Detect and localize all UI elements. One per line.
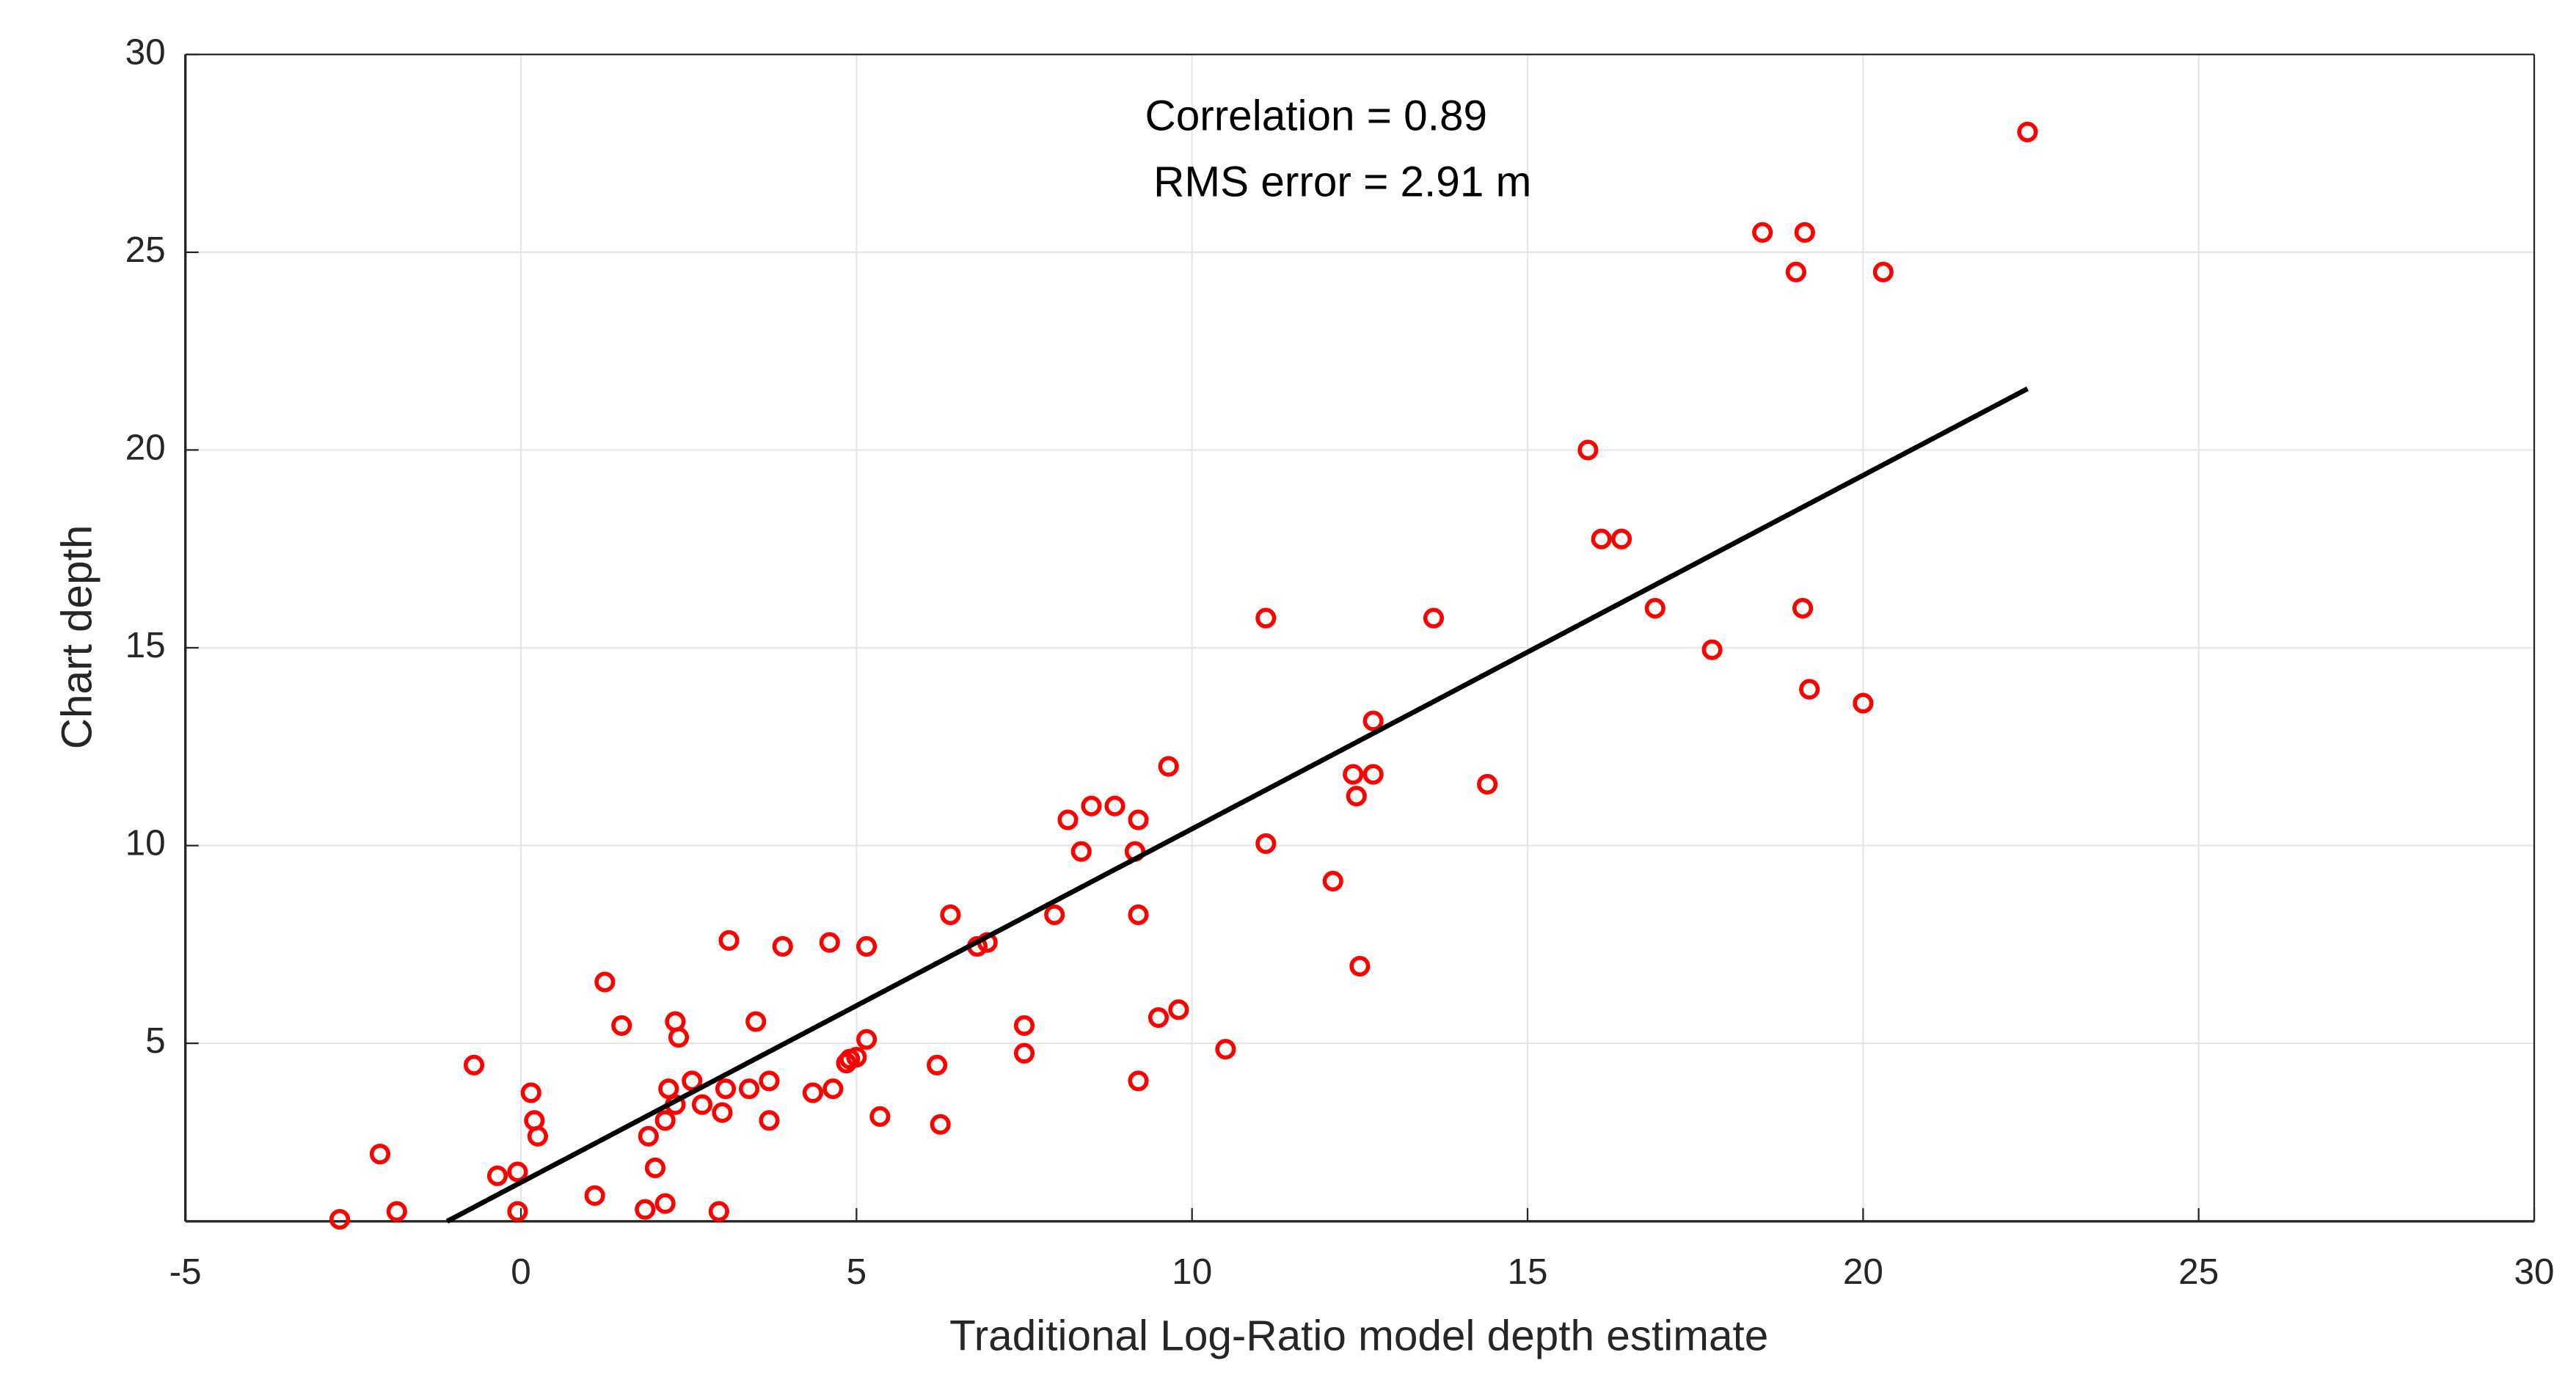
x-tick-label: 25 (2178, 1252, 2219, 1292)
scatter-point (1577, 439, 1599, 461)
scatter-point (665, 1011, 686, 1032)
scatter-point (691, 1094, 713, 1115)
scatter-point (644, 1157, 666, 1179)
annotation: Correlation = 0.89 (1145, 92, 1487, 140)
scatter-point (654, 1110, 676, 1131)
scatter-point (846, 1046, 867, 1068)
scatter-point (1013, 1015, 1035, 1036)
scatter-point (802, 1082, 823, 1103)
x-axis-label: Traditional Log-Ratio model depth estima… (949, 1312, 1768, 1359)
scatter-point (1477, 773, 1498, 795)
scatter-point (1013, 1042, 1035, 1064)
y-tick-label: 10 (125, 823, 166, 863)
scatter-point (1872, 261, 1894, 282)
scatter-point (1128, 1070, 1149, 1092)
x-tick-label: 20 (1843, 1252, 1883, 1292)
scatter-point (1701, 639, 1723, 660)
scatter-point (1799, 679, 1820, 700)
annotation: RMS error = 2.91 m (1153, 158, 1531, 206)
scatter-point (715, 1078, 737, 1100)
scatter-point (1070, 841, 1092, 862)
y-tick-label: 30 (125, 32, 166, 72)
scatter-point (1785, 261, 1806, 282)
scatter-point (1423, 607, 1445, 629)
scatter-point (654, 1193, 676, 1214)
scatter-point (329, 1209, 351, 1230)
scatter-point (486, 1165, 508, 1186)
scatter-point (584, 1185, 605, 1206)
scatter-point (759, 1070, 780, 1092)
scatter-point (1362, 764, 1384, 785)
x-tick-label: 0 (511, 1252, 531, 1292)
scatter-point (2017, 121, 2038, 142)
scatter-point (759, 1110, 780, 1131)
scatter-point (1792, 598, 1814, 619)
y-tick-label: 20 (125, 427, 166, 467)
scatter-point (1794, 222, 1815, 243)
scatter-point (1128, 904, 1149, 925)
fit-line (445, 386, 2029, 1224)
scatter-point (1644, 598, 1665, 619)
x-tick-label: 5 (847, 1252, 867, 1292)
scatter-point (940, 904, 961, 925)
scatter-point (386, 1201, 407, 1222)
scatter-point (1147, 1007, 1170, 1029)
scatter-point (822, 1078, 844, 1100)
scatter-point (524, 1110, 545, 1131)
scatter-point (1611, 528, 1632, 549)
scatter-point (772, 935, 793, 957)
scatter-point (1752, 222, 1773, 243)
scatter-point (1853, 693, 1874, 714)
scatter-point (708, 1201, 729, 1222)
x-tick-label: 30 (2514, 1252, 2555, 1292)
scatter-point (668, 1027, 690, 1048)
scatter-point (611, 1015, 632, 1036)
scatter-point (1255, 833, 1277, 854)
y-tick-label: 5 (145, 1020, 166, 1061)
scatter-point (856, 935, 877, 957)
scatter-point (869, 1106, 891, 1127)
scatter-point (819, 932, 840, 953)
scatter-point (507, 1201, 528, 1222)
scatter-point (594, 971, 616, 993)
scatter-point (1591, 528, 1612, 549)
scatter-point (1057, 809, 1079, 830)
x-tick-label: 15 (1508, 1252, 1548, 1292)
scatter-point (1128, 809, 1149, 830)
y-tick-label: 25 (125, 230, 166, 270)
scatter-point (1215, 1039, 1236, 1060)
scatter-point (712, 1102, 733, 1123)
scatter-point (1168, 999, 1189, 1020)
scatter-point (738, 1078, 760, 1100)
scatter-point (1044, 904, 1065, 925)
scatter-point (745, 1011, 767, 1032)
scatter-point (463, 1054, 485, 1075)
scatter-point (1343, 764, 1364, 785)
scatter-point (1081, 795, 1102, 817)
y-tick-label: 15 (125, 625, 166, 665)
scatter-point (930, 1114, 951, 1135)
scatter-point (1362, 710, 1384, 731)
x-tick-label: -5 (169, 1252, 202, 1292)
scatter-point (1104, 795, 1125, 817)
scatter-point (927, 1054, 948, 1075)
y-axis-label: Chart depth (53, 525, 101, 750)
scatter-point (507, 1161, 528, 1183)
scatter-point (1322, 871, 1343, 892)
scatter-point (638, 1125, 659, 1147)
scatter-point (1255, 607, 1277, 629)
scatter-point (682, 1070, 703, 1092)
scatter-point (856, 1029, 877, 1050)
x-tick-label: 10 (1172, 1252, 1212, 1292)
scatter-point (1349, 955, 1371, 977)
scatter-point (1346, 786, 1367, 807)
scatter-point (520, 1082, 541, 1103)
scatter-point (369, 1144, 391, 1165)
scatter-point (635, 1199, 656, 1220)
scatter-point (527, 1125, 548, 1147)
scatter-point (718, 929, 740, 951)
scatter-point (1158, 756, 1179, 777)
